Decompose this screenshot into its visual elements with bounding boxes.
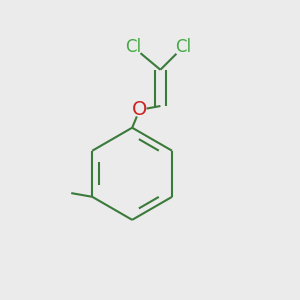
Text: Cl: Cl (126, 38, 142, 56)
Text: Cl: Cl (175, 38, 191, 56)
Text: O: O (132, 100, 147, 119)
